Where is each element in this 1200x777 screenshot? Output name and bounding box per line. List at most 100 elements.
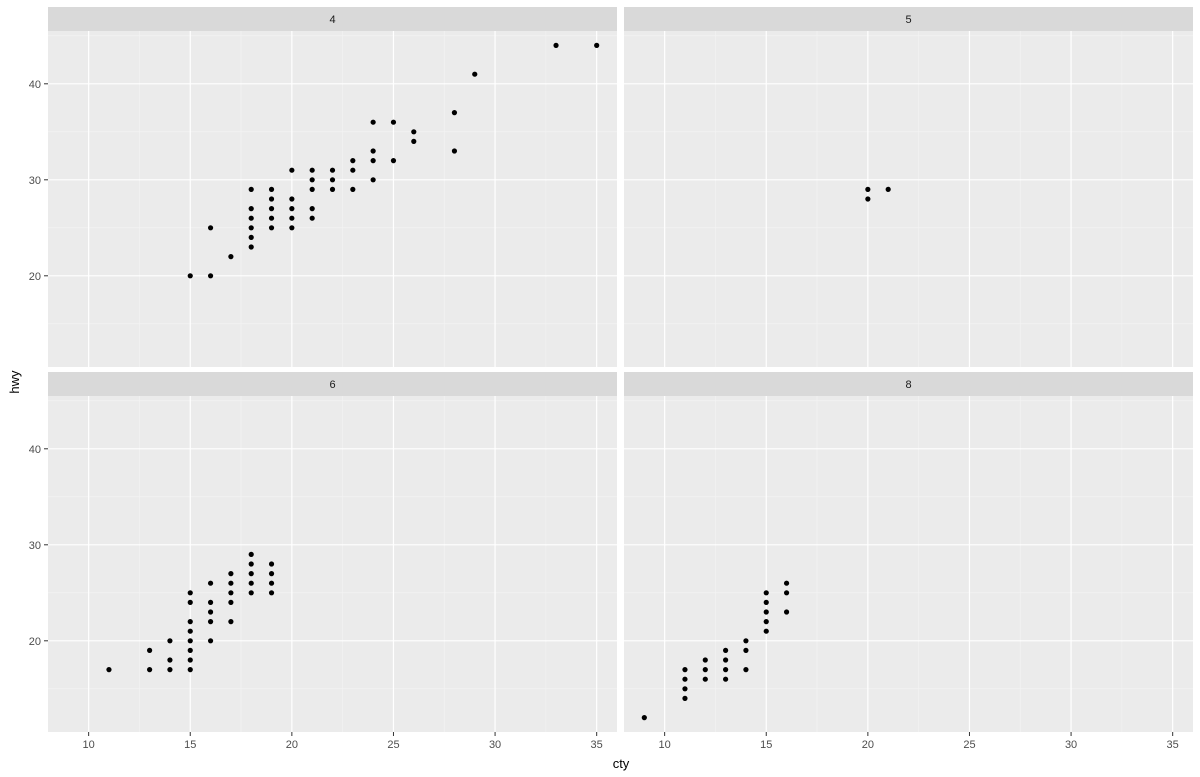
data-point — [309, 206, 315, 212]
data-point — [723, 667, 729, 673]
data-point — [228, 590, 234, 596]
data-point — [702, 667, 708, 673]
data-point — [228, 599, 234, 606]
data-point — [390, 119, 397, 125]
data-point — [228, 254, 234, 260]
data-point — [187, 590, 193, 596]
x-tick-label: 35 — [1167, 739, 1179, 751]
y-axis-title: hwy — [7, 370, 22, 394]
data-point — [248, 215, 254, 221]
data-point — [248, 225, 254, 231]
panel-background — [624, 396, 1193, 732]
panel-background — [624, 31, 1193, 367]
axes: 20 30 40 10 15 20 25 30 35 20 30 40 10 15 20 25 30 35 — [29, 79, 1179, 751]
y-tick-label: 20 — [29, 636, 41, 648]
data-point — [763, 609, 769, 615]
x-axis-title: cty — [613, 756, 630, 771]
data-point — [187, 638, 193, 644]
data-point — [641, 715, 647, 721]
data-point — [268, 580, 275, 586]
data-point — [268, 196, 275, 202]
x-tick-label: 35 — [591, 739, 603, 751]
data-point — [682, 676, 688, 682]
data-point — [411, 138, 417, 144]
data-point — [390, 158, 397, 164]
data-point — [268, 590, 275, 596]
x-tick-label: 10 — [659, 739, 671, 751]
data-point — [228, 580, 234, 586]
data-point — [167, 638, 173, 644]
data-point — [289, 167, 295, 173]
data-point — [350, 186, 356, 192]
data-point — [167, 657, 173, 663]
data-point — [743, 647, 749, 654]
data-point — [248, 244, 254, 250]
facet-strip — [48, 7, 617, 31]
data-point — [268, 561, 275, 567]
data-point — [248, 580, 254, 586]
facet-strip — [48, 372, 617, 396]
data-point — [187, 628, 193, 634]
data-point — [763, 619, 769, 625]
data-point — [207, 638, 214, 644]
data-point — [248, 590, 254, 596]
facet-panel-cyl-6: 6 — [48, 372, 617, 732]
data-point — [743, 638, 749, 644]
data-point — [350, 167, 356, 173]
data-point — [763, 590, 769, 596]
data-point — [309, 177, 315, 183]
data-point — [723, 647, 729, 654]
data-point — [329, 177, 336, 183]
data-point — [370, 119, 376, 125]
data-point — [702, 657, 708, 663]
data-point — [723, 676, 729, 682]
data-point — [682, 686, 688, 692]
x-tick-label: 15 — [760, 739, 772, 751]
facet-panel-cyl-4: 4 — [48, 7, 617, 367]
data-point — [783, 590, 790, 596]
panel-background — [48, 396, 617, 732]
data-point — [228, 619, 234, 625]
data-point — [350, 158, 356, 164]
facet-panel-cyl-8: 8 — [624, 372, 1193, 732]
data-point — [207, 225, 214, 231]
facet-panels: 4 5 6 8 — [48, 7, 1193, 732]
x-tick-label: 20 — [862, 739, 874, 751]
data-point — [682, 667, 688, 673]
facet-strip-label: 4 — [329, 14, 335, 26]
data-point — [865, 196, 871, 202]
data-point — [783, 609, 790, 615]
data-point — [743, 667, 749, 673]
data-point — [865, 186, 871, 192]
data-point — [594, 42, 600, 49]
data-point — [472, 71, 478, 77]
data-point — [268, 225, 275, 231]
data-point — [289, 196, 295, 202]
data-point — [289, 225, 295, 231]
data-point — [289, 215, 295, 221]
data-point — [187, 647, 193, 654]
data-point — [289, 206, 295, 212]
data-point — [783, 580, 790, 586]
x-tick-label: 25 — [387, 739, 399, 751]
x-tick-label: 25 — [963, 739, 975, 751]
x-tick-label: 10 — [83, 739, 95, 751]
data-point — [309, 215, 315, 221]
data-point — [167, 667, 173, 673]
data-point — [268, 186, 275, 192]
data-point — [187, 667, 193, 673]
data-point — [207, 580, 214, 586]
data-point — [147, 647, 153, 654]
data-point — [309, 167, 315, 173]
y-tick-label: 20 — [29, 271, 41, 283]
data-point — [207, 599, 214, 606]
data-point — [268, 206, 275, 212]
data-point — [248, 571, 254, 577]
data-point — [370, 177, 376, 183]
data-point — [763, 599, 769, 606]
data-point — [187, 619, 193, 625]
data-point — [248, 234, 254, 240]
data-point — [329, 167, 336, 173]
data-point — [702, 676, 708, 682]
